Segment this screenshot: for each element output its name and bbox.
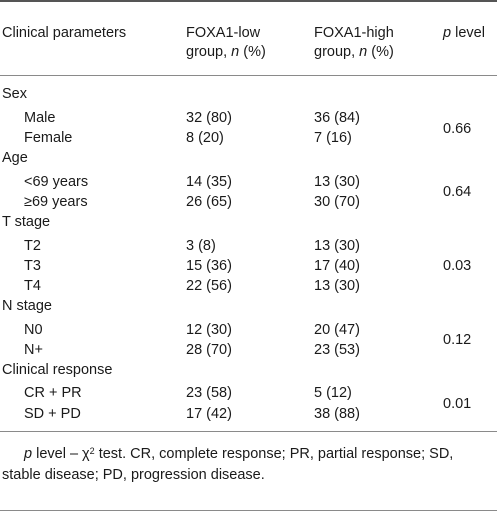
cell-high: 20 (47) <box>314 322 360 338</box>
row-label: Male <box>24 110 56 126</box>
header-foxa1-low-pct: (%) <box>239 44 266 60</box>
header-foxa1-high: FOXA1-high group, n (%) <box>314 24 394 62</box>
header-rule <box>0 75 497 76</box>
cell-low: 15 (36) <box>186 258 232 274</box>
row-label: N0 <box>24 322 43 338</box>
header-foxa1-high-n: n <box>359 44 368 60</box>
cell-low: 26 (65) <box>186 194 232 210</box>
header-p-level-text: level <box>451 25 485 41</box>
header-foxa1-high-line1: FOXA1-high <box>314 25 394 41</box>
group-label-t-stage: T stage <box>2 214 51 230</box>
row-label: SD + PD <box>24 406 81 422</box>
header-foxa1-high-pct: (%) <box>367 44 394 60</box>
row-label: T4 <box>24 278 41 294</box>
cell-low: 14 (35) <box>186 174 232 190</box>
cell-low: 32 (80) <box>186 110 232 126</box>
header-foxa1-low-line1: FOXA1-low <box>186 25 261 41</box>
group-label-clinical-response: Clinical response <box>2 362 113 378</box>
header-foxa1-high-group: group, <box>314 44 360 60</box>
cell-high: 38 (88) <box>314 406 360 422</box>
cell-low: 28 (70) <box>186 342 232 358</box>
cell-low: 23 (58) <box>186 385 232 401</box>
body-bottom-rule <box>0 431 497 432</box>
cell-high: 5 (12) <box>314 385 352 401</box>
cell-high: 30 (70) <box>314 194 360 210</box>
table-footnote: p level – χ2 test. CR, complete response… <box>2 444 496 486</box>
cell-high: 36 (84) <box>314 110 360 126</box>
bottom-rule <box>0 510 497 511</box>
row-label: Female <box>24 130 73 146</box>
cell-high: 23 (53) <box>314 342 360 358</box>
header-p-italic: p <box>443 25 452 41</box>
cell-high: 17 (40) <box>314 258 360 274</box>
footnote-text-pre: level – χ <box>32 446 90 462</box>
group-label-age: Age <box>2 150 28 166</box>
cell-low: 17 (42) <box>186 406 232 422</box>
cell-low: 8 (20) <box>186 130 224 146</box>
group-label-sex: Sex <box>2 86 27 102</box>
row-label: <69 years <box>24 174 89 190</box>
row-label: T2 <box>24 238 41 254</box>
cell-high: 7 (16) <box>314 130 352 146</box>
p-value-clinical-response: 0.01 <box>443 396 472 412</box>
footnote-text-post: test. CR, complete response; PR, partial… <box>2 446 454 483</box>
top-rule <box>0 0 497 2</box>
p-value-t-stage: 0.03 <box>443 258 472 274</box>
p-value-n-stage: 0.12 <box>443 332 472 348</box>
group-label-n-stage: N stage <box>2 298 52 314</box>
p-value-age: 0.64 <box>443 184 472 200</box>
row-label: T3 <box>24 258 41 274</box>
row-label: ≥69 years <box>24 194 88 210</box>
row-label: CR + PR <box>24 385 82 401</box>
cell-high: 13 (30) <box>314 238 360 254</box>
cell-high: 13 (30) <box>314 278 360 294</box>
footnote-p: p <box>24 446 33 462</box>
row-label: N+ <box>24 342 43 358</box>
cell-low: 3 (8) <box>186 238 216 254</box>
header-clinical-parameters: Clinical parameters <box>2 25 127 41</box>
header-p-level: p level <box>443 24 485 43</box>
header-foxa1-low-group: group, <box>186 44 232 60</box>
cell-low: 12 (30) <box>186 322 232 338</box>
cell-high: 13 (30) <box>314 174 360 190</box>
cell-low: 22 (56) <box>186 278 232 294</box>
p-value-sex: 0.66 <box>443 121 472 137</box>
footnote-superscript: 2 <box>89 446 95 456</box>
header-foxa1-low-n: n <box>231 44 240 60</box>
header-foxa1-low: FOXA1-low group, n (%) <box>186 24 266 62</box>
